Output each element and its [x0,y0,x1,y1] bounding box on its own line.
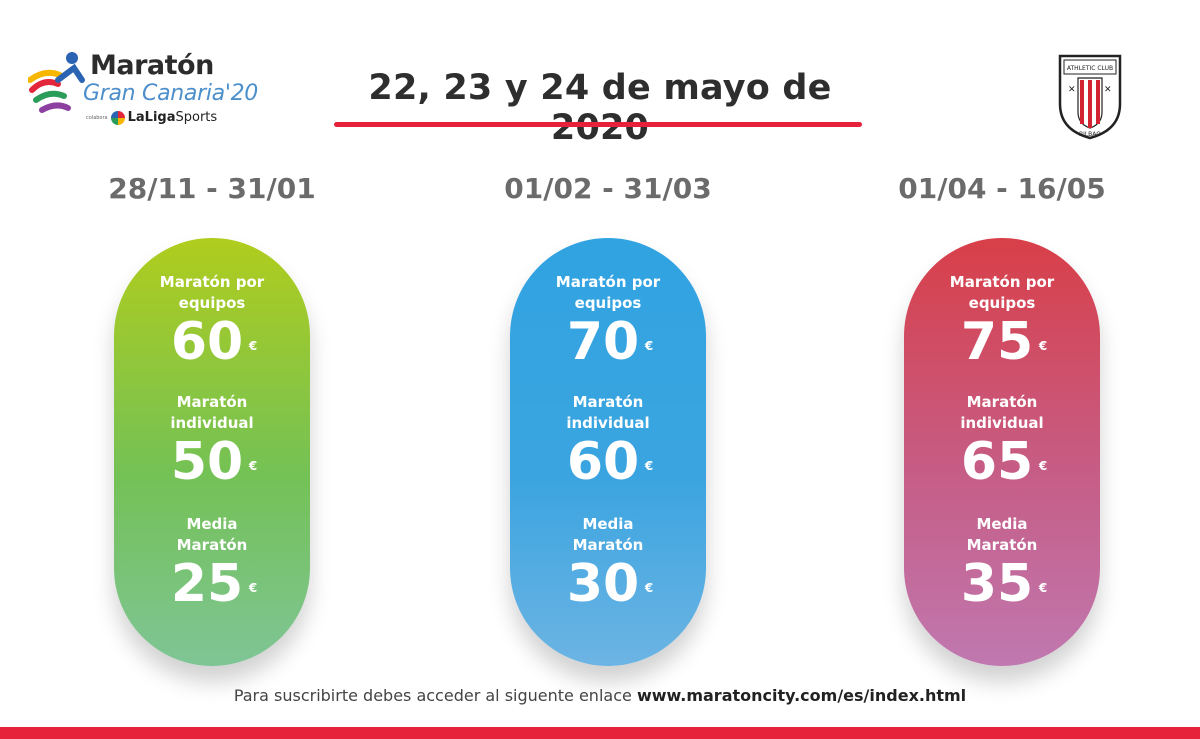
footer-text: Para suscribirte debes acceder al siguen… [233,686,632,705]
logo-subtitle: Gran Canaria'20 [83,81,258,106]
price-value: 35 € [960,554,1048,614]
footer-link[interactable]: www.maratoncity.com/es/index.html [636,686,967,705]
price-value: 30 € [566,554,654,614]
price-value: 50 € [170,432,258,492]
price-item-individual-marathon: Maratón individual 60 € [566,393,654,492]
price-value: 60 € [170,312,258,372]
bottom-accent-bar [0,727,1200,739]
svg-text:✕: ✕ [1068,85,1076,95]
laliga-sponsor: colabora LaLigaSports [86,110,217,125]
price-item-half-marathon: Media Maratón 35 € [960,515,1048,614]
colabora-label: colabora [86,114,108,121]
runner-icon [28,52,85,113]
price-value: 25 € [170,554,258,614]
athletic-club-crest-icon: ATHLETIC CLUB ✕ ✕ BILBAO [1058,54,1122,140]
footer-note: Para suscribirte debes acceder al siguen… [0,686,1200,705]
price-item-team-marathon: Maratón por equipos 70 € [555,273,661,372]
title-underline [334,122,862,127]
laliga-brand: LaLigaSports [127,110,218,125]
price-item-individual-marathon: Maratón individual 50 € [170,393,258,492]
price-item-individual-marathon: Maratón individual 65 € [960,393,1048,492]
price-card-period-2: Maratón por equipos 70 € Maratón individu… [510,238,706,666]
laliga-ball-icon [110,110,125,125]
price-value: 70 € [566,312,654,372]
event-date-title: 22, 23 y 24 de mayo de 2020 [368,68,832,148]
price-card-period-3: Maratón por equipos 75 € Maratón individu… [904,238,1100,666]
event-logo: Maratón Gran Canaria'20 colabora LaLigaS… [28,50,268,140]
price-item-team-marathon: Maratón por equipos 60 € [159,273,265,372]
price-value: 60 € [566,432,654,492]
price-value: 75 € [960,312,1048,372]
period-2-range: 01/02 - 31/03 [504,172,712,205]
period-1-range: 28/11 - 31/01 [108,172,316,205]
price-card-period-1: Maratón por equipos 60 € Maratón individu… [114,238,310,666]
logo-title: Maratón [90,50,214,81]
crest-bottom-text: BILBAO [1079,131,1101,138]
price-item-half-marathon: Media Maratón 25 € [170,515,258,614]
period-3-range: 01/04 - 16/05 [898,172,1106,205]
price-value: 65 € [960,432,1048,492]
svg-text:✕: ✕ [1104,85,1112,95]
price-item-half-marathon: Media Maratón 30 € [566,515,654,614]
price-item-team-marathon: Maratón por equipos 75 € [949,273,1055,372]
crest-top-text: ATHLETIC CLUB [1067,65,1113,72]
